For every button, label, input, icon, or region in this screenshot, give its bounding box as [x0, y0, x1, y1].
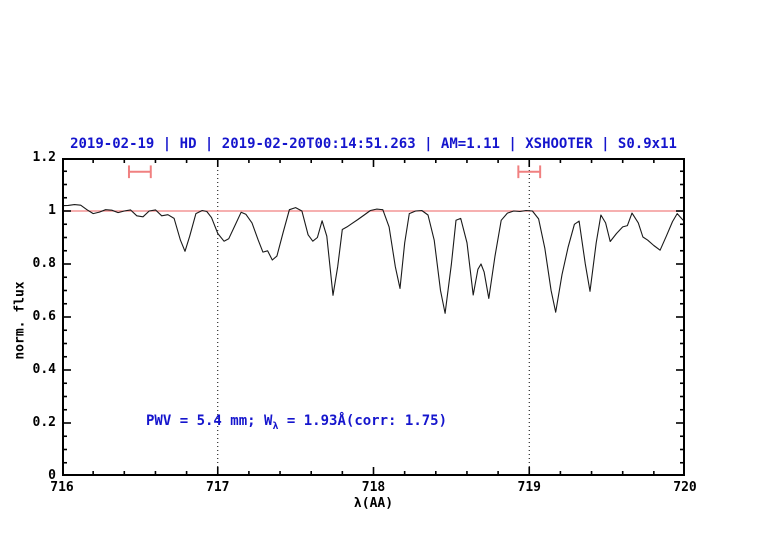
x-tick-label-717: 717: [206, 480, 230, 495]
y-tick-label-0.4: 0.4: [32, 362, 56, 377]
lambda-subscript: λ: [272, 420, 279, 432]
y-tick-label-0.2: 0.2: [32, 415, 56, 430]
range-marker-1: [127, 165, 152, 179]
x-tick-label-719: 719: [517, 480, 541, 495]
y-tick-label-1.2: 1.2: [32, 150, 56, 165]
pwv-annotation-text: PWV = 5.4 mm; W: [146, 413, 273, 429]
spectrum-line: [61, 204, 686, 314]
x-axis-label: λ(AA): [353, 496, 394, 511]
x-tick-label-718: 718: [361, 480, 386, 495]
spectrum-plot-canvas: [61, 157, 686, 477]
plot-title: 2019-02-19 | HD | 2019-02-20T00:14:51.26…: [70, 136, 677, 152]
x-tick-label-716: 716: [50, 480, 74, 495]
y-tick-label-0: 0: [48, 468, 56, 483]
y-tick-label-0.6: 0.6: [32, 309, 56, 324]
pwv-annotation-value: = 1.93Å(corr: 1.75): [278, 413, 448, 429]
y-tick-label-1: 1: [48, 203, 56, 218]
plot-frame: [62, 158, 685, 476]
y-tick-label-0.8: 0.8: [32, 256, 56, 271]
x-tick-label-720: 720: [673, 480, 697, 495]
pwv-annotation: PWV = 5.4 mm; Wλ = 1.93Å(corr: 1.75): [146, 413, 447, 432]
range-marker-2: [517, 165, 542, 179]
plot-area: [61, 157, 686, 477]
